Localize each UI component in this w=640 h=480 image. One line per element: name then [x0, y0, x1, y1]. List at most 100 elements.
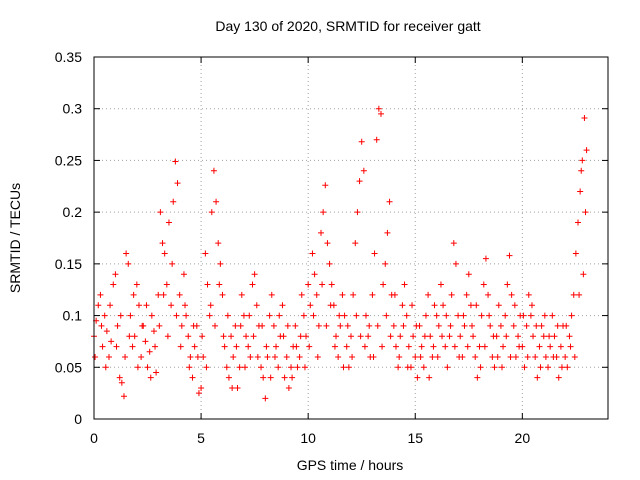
- data-point: [537, 364, 544, 371]
- data-point: [579, 157, 586, 164]
- data-point: [285, 384, 292, 391]
- data-point: [292, 322, 299, 329]
- data-point: [390, 322, 397, 329]
- data-point: [555, 374, 562, 381]
- data-point: [447, 322, 454, 329]
- data-point: [523, 322, 530, 329]
- data-point: [116, 374, 123, 381]
- data-point: [374, 322, 381, 329]
- data-point: [130, 291, 137, 298]
- data-point: [289, 374, 296, 381]
- data-point: [387, 333, 394, 340]
- data-point: [98, 322, 105, 329]
- data-point: [133, 281, 140, 288]
- data-point: [377, 110, 384, 117]
- data-point: [315, 322, 322, 329]
- data-point: [564, 364, 571, 371]
- data-point: [223, 364, 230, 371]
- data-point: [349, 353, 356, 360]
- data-point: [500, 343, 507, 350]
- data-point: [97, 291, 104, 298]
- data-point: [549, 312, 556, 319]
- data-point: [245, 343, 252, 350]
- data-point: [524, 353, 531, 360]
- data-point: [540, 333, 547, 340]
- data-point: [497, 322, 504, 329]
- data-point: [221, 343, 228, 350]
- data-point: [229, 384, 236, 391]
- data-point: [280, 333, 287, 340]
- data-point: [527, 312, 534, 319]
- data-point: [174, 180, 181, 187]
- data-point: [236, 364, 243, 371]
- data-point: [135, 302, 142, 309]
- data-point: [511, 302, 518, 309]
- data-point: [356, 178, 363, 185]
- data-point: [120, 393, 127, 400]
- data-point: [410, 333, 417, 340]
- data-point: [429, 353, 436, 360]
- data-point: [322, 182, 329, 189]
- data-point: [296, 353, 303, 360]
- data-point: [405, 343, 412, 350]
- data-point: [337, 322, 344, 329]
- data-point: [186, 364, 193, 371]
- data-point: [275, 364, 282, 371]
- data-point: [481, 343, 488, 350]
- data-point: [567, 343, 574, 350]
- data-point: [228, 333, 235, 340]
- data-point: [343, 343, 350, 350]
- data-point: [446, 333, 453, 340]
- data-point: [464, 343, 471, 350]
- data-point: [418, 343, 425, 350]
- x-axis-label: GPS time / hours: [297, 457, 404, 473]
- data-point: [357, 333, 364, 340]
- y-tick-label: 0.25: [55, 152, 82, 168]
- data-point: [273, 343, 280, 350]
- data-point: [152, 343, 159, 350]
- data-point: [157, 209, 164, 216]
- data-point: [310, 312, 317, 319]
- data-point: [161, 250, 168, 257]
- data-point: [294, 364, 301, 371]
- data-point: [502, 312, 509, 319]
- data-point: [562, 353, 569, 360]
- data-point: [225, 374, 232, 381]
- data-point: [382, 260, 389, 267]
- data-point: [215, 240, 222, 247]
- data-point: [117, 312, 124, 319]
- data-point: [425, 291, 432, 298]
- data-point: [426, 374, 433, 381]
- data-point: [547, 343, 554, 350]
- data-point: [118, 379, 125, 386]
- data-point: [298, 291, 305, 298]
- data-point: [237, 322, 244, 329]
- data-point: [444, 364, 451, 371]
- data-point: [183, 312, 190, 319]
- data-point: [153, 369, 160, 376]
- data-point: [520, 312, 527, 319]
- data-point: [319, 281, 326, 288]
- data-point: [246, 312, 253, 319]
- data-point: [391, 291, 398, 298]
- data-point: [401, 281, 408, 288]
- data-point: [176, 291, 183, 298]
- data-point: [439, 333, 446, 340]
- data-point: [95, 302, 102, 309]
- data-point: [224, 312, 231, 319]
- data-point: [284, 322, 291, 329]
- data-point: [512, 353, 519, 360]
- x-tick-label: 20: [515, 430, 531, 446]
- data-point: [105, 353, 112, 360]
- data-point: [516, 343, 523, 350]
- data-point: [467, 302, 474, 309]
- data-point: [373, 136, 380, 143]
- data-point: [177, 343, 184, 350]
- data-point: [305, 281, 312, 288]
- data-point: [457, 333, 464, 340]
- data-point: [323, 322, 330, 329]
- data-point: [533, 322, 540, 329]
- data-point: [335, 353, 342, 360]
- x-tick-label: 10: [300, 430, 316, 446]
- data-point: [515, 333, 522, 340]
